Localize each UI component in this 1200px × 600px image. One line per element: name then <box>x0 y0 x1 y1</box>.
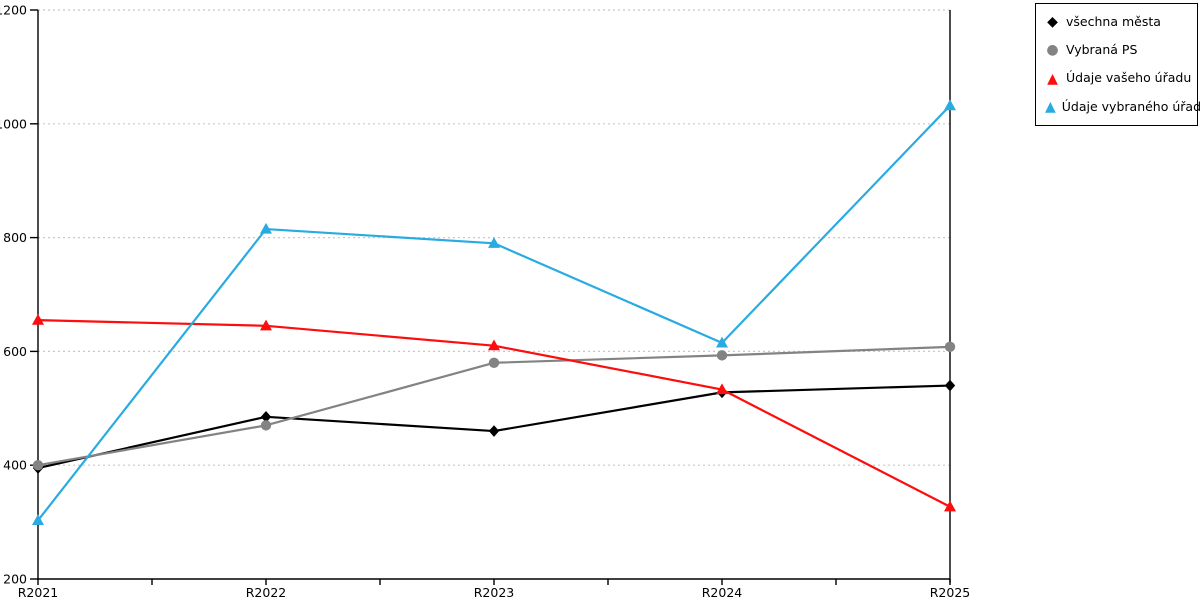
triangle-marker <box>716 383 728 395</box>
series-line-triangle <box>36 104 952 522</box>
triangle-marker-icon: ▲ <box>1045 98 1056 115</box>
legend-label: Údaje vybraného úřadu <box>1061 98 1200 114</box>
x-tick-label: R2024 <box>702 585 743 600</box>
x-tick-label: R2022 <box>246 585 287 600</box>
circle-marker <box>716 350 728 361</box>
legend-label: Údaje vašeho úřadu <box>1066 70 1192 86</box>
diamond-marker <box>944 379 956 392</box>
legend-item-udaje-vaseho-uradu: ▲ Údaje vašeho úřadu <box>1045 72 1197 86</box>
legend-item-vybrana-ps: ● Vybraná PS <box>1045 43 1197 57</box>
y-tick-label: 600 <box>3 344 27 359</box>
legend-label: všechna města <box>1066 13 1161 29</box>
triangle-marker <box>944 500 956 512</box>
x-tick-label: R2023 <box>474 585 515 600</box>
legend: ◆ všechna města ● Vybraná PS ▲ Údaje vaš… <box>1035 3 1200 126</box>
y-tick-label: 1000 <box>0 116 27 131</box>
y-tick-label: 1200 <box>0 3 27 18</box>
legend-item-udaje-vybraneho-uradu: ▲ Údaje vybraného úřadu <box>1045 98 1200 115</box>
triangle-marker <box>716 336 728 348</box>
x-tick-label: R2021 <box>18 585 59 600</box>
diamond-marker <box>260 411 272 423</box>
triangle-marker <box>944 99 956 111</box>
diamond-marker <box>488 425 500 437</box>
y-tick-label: 400 <box>3 458 27 473</box>
triangle-marker <box>488 237 500 248</box>
legend-item-vsechna-mesta: ◆ všechna města <box>1045 15 1197 29</box>
circle-marker <box>32 460 44 471</box>
triangle-marker <box>260 319 272 331</box>
circle-marker-icon: ● <box>1046 42 1059 59</box>
circle-marker <box>944 341 956 353</box>
triangle-marker <box>488 339 500 351</box>
x-tick-label: R2025 <box>930 585 971 600</box>
y-tick-label: 800 <box>3 230 27 245</box>
circle-marker <box>488 357 500 368</box>
triangle-marker <box>260 222 272 234</box>
circle-marker <box>260 420 272 431</box>
triangle-marker-icon: ▲ <box>1047 70 1058 87</box>
triangle-marker <box>32 514 44 525</box>
triangle-marker <box>32 313 44 325</box>
diamond-marker-icon: ◆ <box>1047 14 1058 31</box>
y-tick-label: 200 <box>3 572 27 587</box>
legend-label: Vybraná PS <box>1066 42 1138 58</box>
